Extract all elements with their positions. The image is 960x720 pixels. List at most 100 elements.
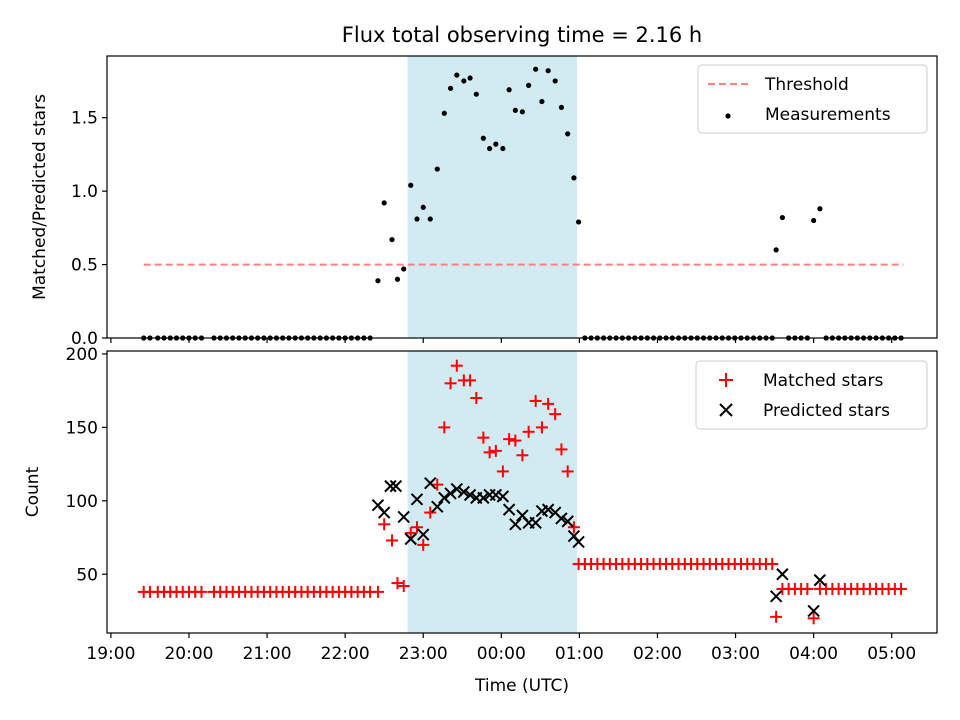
predicted-star-point	[555, 512, 568, 525]
matched-star-point	[503, 433, 516, 446]
matched-star-point	[424, 506, 437, 519]
predicted-star-point	[529, 516, 542, 530]
measurement-point	[486, 145, 493, 152]
y-tick-label: 200	[66, 345, 98, 365]
top-axes-frame	[106, 55, 938, 339]
measurement-point	[401, 266, 407, 272]
matched-star-point	[807, 612, 820, 625]
measurement-point	[427, 216, 433, 222]
matched-star-point	[496, 465, 509, 478]
predicted-star-point	[404, 532, 417, 546]
top-legend: Threshold Measurements	[697, 64, 928, 134]
bottom-axes-frame	[106, 350, 938, 634]
matched-points-layer	[137, 359, 908, 625]
matched-star-point	[542, 397, 555, 410]
matched-star-point	[378, 518, 391, 531]
matched-star-point	[766, 557, 779, 570]
predicted-star-point	[776, 568, 789, 581]
x-tick-label: 22:00	[321, 644, 370, 664]
predicted-star-point	[444, 487, 457, 500]
predicted-star-point	[477, 491, 490, 505]
matched-star-point	[464, 374, 477, 387]
x-tick-label: 05:00	[867, 644, 916, 664]
measurements-legend-label: Measurements	[765, 105, 891, 125]
y-tick-label: 50	[76, 565, 98, 585]
matched-star-point	[195, 585, 208, 598]
measurement-point	[414, 216, 420, 222]
matched-star-point	[535, 421, 548, 434]
bottom-y-axis-label: Count	[23, 466, 43, 517]
predicted-star-point	[572, 535, 585, 549]
measurement-point	[533, 66, 539, 72]
predicted-star-point	[502, 503, 516, 516]
measurement-point	[811, 217, 817, 224]
measurement-point	[447, 85, 454, 91]
matched-star-point	[483, 446, 496, 459]
matched-legend-label: Matched stars	[763, 371, 883, 391]
matched-star-point	[371, 585, 384, 598]
predicted-star-point	[384, 479, 397, 493]
matched-star-point	[417, 538, 430, 551]
x-tick-label: 00:00	[477, 644, 526, 664]
y-tick-label: 0.5	[71, 256, 98, 276]
y-tick-label: 100	[66, 492, 98, 512]
predicted-star-point	[389, 479, 403, 493]
measurement-point	[565, 131, 571, 137]
measurement-point	[500, 145, 506, 152]
top-legend-box	[697, 64, 928, 134]
predicted-star-point	[561, 515, 574, 528]
matched-star-point	[410, 521, 423, 534]
matched-star-point	[555, 443, 568, 456]
y-tick-label: 150	[66, 418, 98, 438]
matched-star-point	[391, 577, 404, 590]
predicted-star-point	[463, 488, 477, 502]
measurement-point	[434, 166, 440, 172]
predicted-star-point	[807, 604, 820, 618]
threshold-legend-label: Threshold	[764, 75, 849, 95]
measurement-point	[441, 110, 447, 116]
measurement-point	[779, 214, 785, 221]
matched-star-point	[470, 392, 483, 404]
measurement-point	[506, 87, 512, 93]
matched-star-point	[477, 431, 490, 444]
predicted-star-point	[769, 590, 783, 603]
measurement-point	[552, 78, 558, 84]
top-panel: 0.0 0.5 1.0 1.5 Matched/Predicted stars Thr…	[30, 55, 938, 349]
matched-star-point	[522, 425, 535, 438]
measurement-point	[467, 75, 473, 81]
measurement-point	[558, 104, 565, 111]
measurement-point	[389, 236, 395, 243]
matched-star-point	[444, 377, 457, 390]
bottom-x-ticks: 19:00 20:00 21:00 22:00 23:00 00:00 01:00 02:00…	[86, 633, 916, 664]
matched-star-point	[404, 527, 417, 540]
x-tick-label: 04:00	[789, 644, 838, 664]
y-tick-label: 1.0	[71, 182, 98, 202]
predicted-legend-marker	[719, 403, 733, 417]
matched-star-point	[561, 465, 574, 478]
measurement-point	[576, 219, 582, 225]
measurement-point	[375, 278, 381, 284]
matched-star-point	[509, 434, 522, 447]
x-tick-label: 23:00	[399, 644, 448, 664]
bottom-panel: 50 100 150 200 19:00 20:00 21:00 22:00 23:00 00:…	[23, 345, 938, 696]
predicted-star-point	[509, 518, 522, 531]
matched-star-point	[567, 521, 580, 534]
measurement-point	[454, 72, 460, 78]
matched-star-point	[431, 478, 444, 491]
matched-star-point	[801, 582, 814, 595]
predicted-star-point	[813, 573, 827, 587]
measurement-point	[545, 68, 551, 74]
predicted-star-point	[438, 491, 451, 505]
matched-star-point	[397, 580, 410, 592]
predicted-star-point	[541, 503, 555, 516]
x-tick-label: 21:00	[243, 644, 292, 664]
matched-star-point	[529, 394, 542, 407]
matched-star-point	[385, 534, 398, 547]
measurement-point	[526, 82, 532, 88]
x-tick-label: 02:00	[633, 644, 682, 664]
measurement-point	[381, 200, 387, 206]
predicted-star-point	[496, 490, 510, 503]
predicted-points-layer	[371, 476, 827, 618]
matched-star-point	[549, 408, 562, 421]
